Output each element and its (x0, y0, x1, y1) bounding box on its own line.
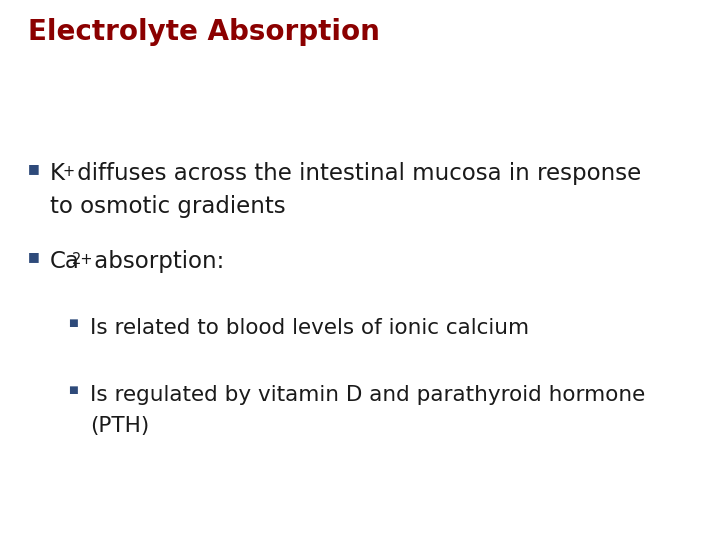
Text: ■: ■ (68, 385, 78, 395)
Text: Ca: Ca (50, 250, 80, 273)
Text: +: + (63, 164, 75, 179)
Text: to osmotic gradients: to osmotic gradients (50, 195, 286, 218)
Text: (PTH): (PTH) (90, 416, 149, 436)
Text: ■: ■ (68, 318, 78, 328)
Text: Is regulated by vitamin D and parathyroid hormone: Is regulated by vitamin D and parathyroi… (90, 385, 645, 405)
Text: Electrolyte Absorption: Electrolyte Absorption (28, 18, 380, 46)
Text: Is related to blood levels of ionic calcium: Is related to blood levels of ionic calc… (90, 318, 529, 338)
Text: absorption:: absorption: (87, 250, 224, 273)
Text: 2+: 2+ (72, 252, 94, 267)
Text: diffuses across the intestinal mucosa in response: diffuses across the intestinal mucosa in… (70, 162, 642, 185)
Text: K: K (50, 162, 65, 185)
Text: ■: ■ (28, 162, 40, 175)
Text: ■: ■ (28, 250, 40, 263)
